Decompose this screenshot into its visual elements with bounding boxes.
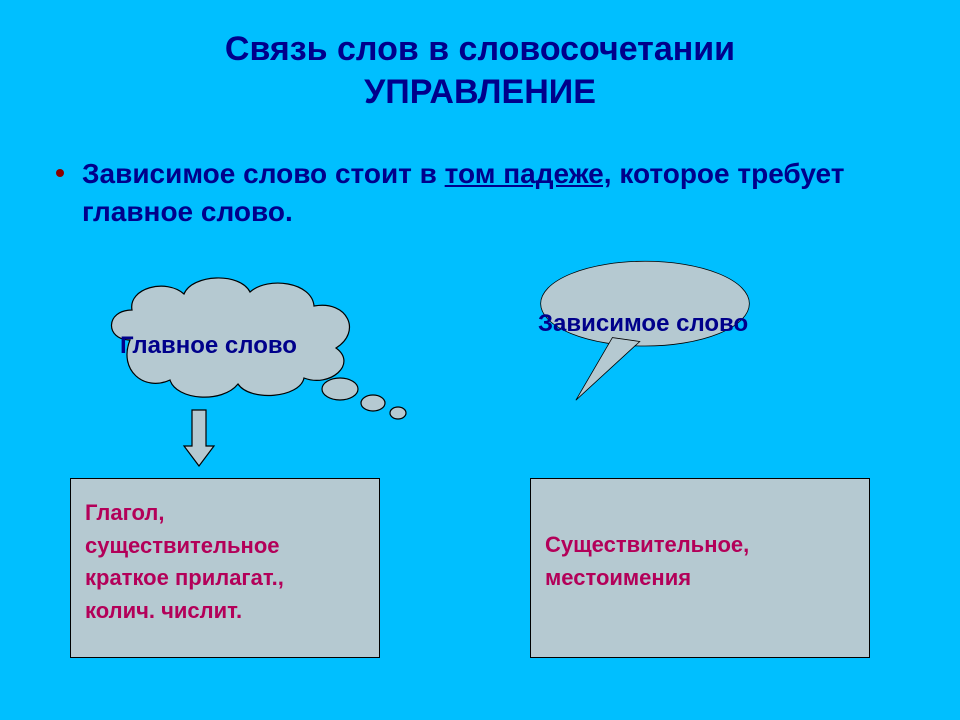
box-left-text: Глагол,существительноекраткое прилагат.,… bbox=[85, 497, 365, 627]
title-line2: УПРАВЛЕНИЕ bbox=[364, 73, 596, 111]
box-right: Существительное, местоимения bbox=[530, 478, 870, 658]
down-arrow-icon bbox=[182, 408, 216, 468]
box-left: Глагол,существительноекраткое прилагат.,… bbox=[70, 478, 380, 658]
box-right-text: Существительное, местоимения bbox=[545, 529, 855, 594]
cloud-tail bbox=[318, 373, 438, 433]
slide-title: Связь слов в словосочетании УПРАВЛЕНИЕ bbox=[0, 28, 960, 113]
slide-root: Связь слов в словосочетании УПРАВЛЕНИЕ З… bbox=[0, 0, 960, 720]
bullet-dot-icon bbox=[56, 169, 64, 177]
bullet-row: Зависимое слово стоит в том падеже, кото… bbox=[56, 155, 902, 231]
ellipse-label: Зависимое слово bbox=[538, 310, 748, 338]
cloud-label: Главное слово bbox=[120, 332, 297, 360]
title-line1: Связь слов в словосочетании bbox=[225, 30, 735, 68]
bullet-text: Зависимое слово стоит в том падеже, кото… bbox=[82, 155, 902, 231]
